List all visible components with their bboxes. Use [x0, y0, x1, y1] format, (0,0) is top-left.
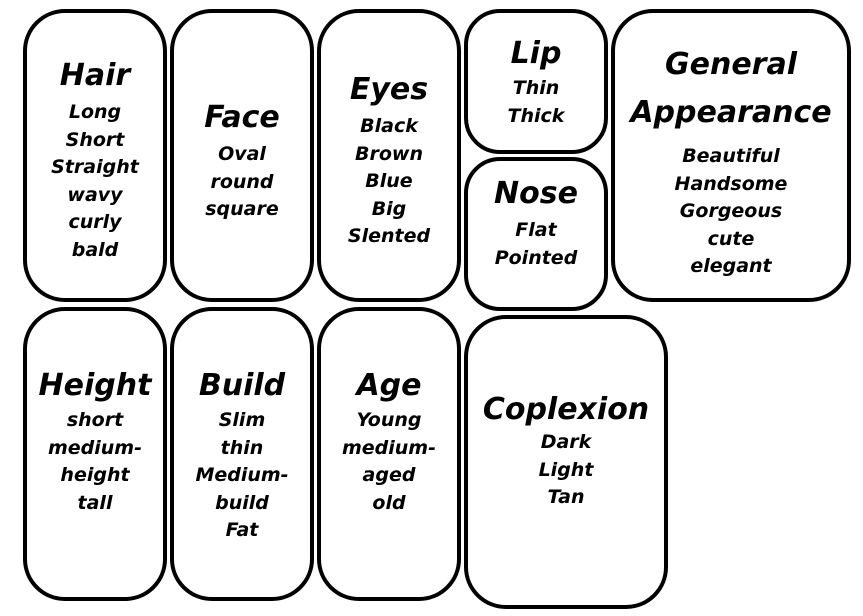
card-title: General Appearance	[630, 47, 832, 130]
card-title: Face	[204, 100, 280, 135]
card-title: Nose	[494, 176, 578, 211]
card-title: Lip	[510, 36, 562, 71]
card-title: Height	[38, 368, 152, 403]
card-items: Oval round square	[174, 141, 310, 224]
card-items: Beautiful Handsome Gorgeous cute elegant	[615, 143, 847, 281]
list-item: build	[215, 491, 269, 514]
list-item: tall	[77, 491, 113, 514]
list-item: Brown	[355, 142, 423, 165]
card-lip: Lip Thin Thick	[464, 9, 608, 154]
list-item: bald	[71, 238, 119, 261]
list-item: curly	[68, 211, 122, 233]
card-title: Build	[198, 368, 286, 403]
card-items: Black Brown Blue Big Slented	[321, 113, 457, 251]
list-item: Slim	[218, 409, 266, 431]
list-item: Fat	[225, 519, 259, 541]
list-item: round	[210, 170, 274, 193]
list-item: Beautiful	[682, 145, 780, 167]
list-item: short	[66, 409, 124, 431]
list-item: Handsome	[674, 172, 788, 195]
card-items: Thin Thick	[468, 75, 604, 130]
card-age: Age Young medium- aged old	[317, 307, 461, 601]
card-items: Slim thin Medium- build Fat	[174, 407, 310, 545]
list-item: Short	[65, 128, 125, 151]
list-item: Slented	[347, 225, 431, 247]
list-item: Oval	[218, 143, 266, 165]
list-item: Thin	[512, 77, 560, 99]
card-face: Face Oval round square	[170, 9, 314, 302]
card-items: Long Short Straight wavy curly bald	[27, 99, 163, 264]
card-eyes: Eyes Black Brown Blue Big Slented	[317, 9, 461, 302]
list-item: Straight	[51, 156, 139, 178]
card-height: Height short medium- height tall	[23, 307, 167, 601]
card-hair: Hair Long Short Straight wavy curly bald	[23, 9, 167, 302]
card-nose: Nose Flat Pointed	[464, 157, 608, 311]
list-item: square	[205, 198, 279, 220]
list-item: Medium-	[195, 464, 289, 486]
card-items: Dark Light Tan	[468, 429, 664, 512]
list-item: Blue	[365, 170, 413, 192]
card-build: Build Slim thin Medium- build Fat	[170, 307, 314, 601]
list-item: Long	[68, 101, 122, 123]
card-title: Eyes	[349, 72, 429, 107]
card-items: Flat Pointed	[468, 217, 604, 272]
list-item: Flat	[515, 219, 557, 241]
list-item: Dark	[540, 431, 592, 453]
list-item: wavy	[67, 183, 123, 206]
card-general-appearance: General Appearance Beautiful Handsome Go…	[611, 9, 851, 302]
card-complexion: Coplexion Dark Light Tan	[464, 315, 668, 609]
list-item: Black	[360, 115, 418, 137]
list-item: elegant	[690, 255, 772, 277]
list-item: old	[372, 491, 406, 514]
list-item: Light	[538, 458, 594, 481]
list-item: medium-	[341, 436, 436, 459]
card-title: Hair	[59, 58, 131, 93]
list-item: Pointed	[494, 246, 578, 269]
list-item: Big	[371, 197, 407, 220]
list-item: Gorgeous	[679, 200, 783, 222]
list-item: aged	[362, 464, 416, 486]
list-item: cute	[707, 227, 755, 250]
list-item: thin	[220, 436, 264, 459]
list-item: height	[60, 464, 130, 486]
list-item: medium-	[47, 436, 142, 459]
card-title: Coplexion	[482, 392, 650, 427]
card-title: Age	[356, 368, 422, 403]
list-item: Tan	[547, 486, 585, 508]
list-item: Thick	[507, 104, 565, 127]
card-items: Young medium- aged old	[321, 407, 457, 517]
card-items: short medium- height tall	[27, 407, 163, 517]
list-item: Young	[356, 409, 422, 431]
